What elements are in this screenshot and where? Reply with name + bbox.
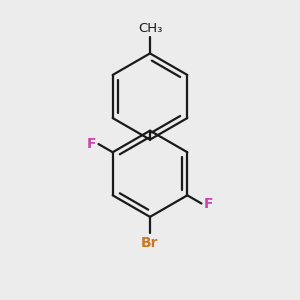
Text: F: F <box>87 137 96 151</box>
Text: Br: Br <box>141 236 159 250</box>
Text: CH₃: CH₃ <box>138 22 162 35</box>
Text: F: F <box>204 196 213 211</box>
